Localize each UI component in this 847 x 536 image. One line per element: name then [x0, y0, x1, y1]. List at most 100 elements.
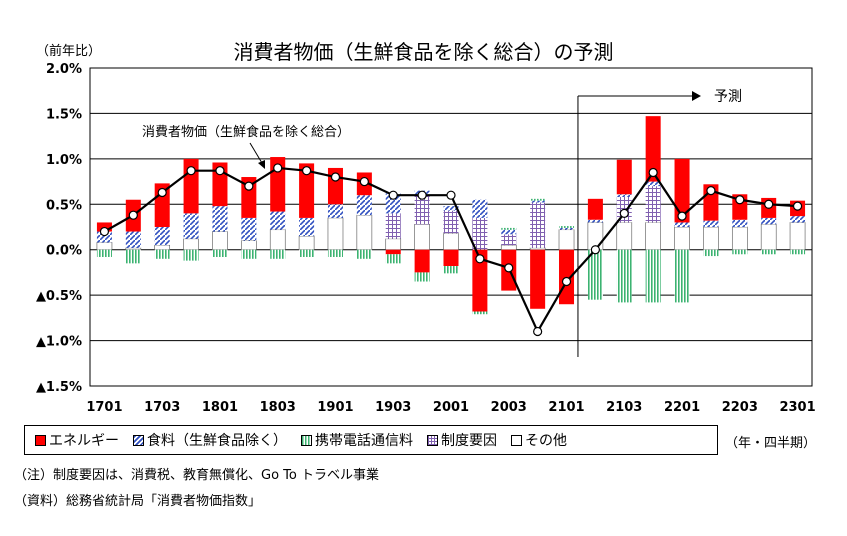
bar-segment [703, 220, 719, 227]
x-tick-label: 1803 [260, 400, 296, 415]
legend-item: 食料（生鮮食品除く） [133, 430, 287, 450]
bar-segment [385, 238, 402, 251]
bar-segment [183, 238, 199, 251]
bar-segment [241, 217, 257, 241]
legend-label: エネルギー [49, 433, 119, 449]
chart-plot: 2.0% 1.5% 1.0% 0.5% 0.0% ▲0.5% ▲1.0% ▲1.5% 1701 1… [36, 62, 816, 415]
cpi-point [417, 190, 427, 200]
y-tick-label: 1.0% [46, 153, 82, 168]
x-tick-label: 1801 [202, 400, 238, 415]
bar-segment [761, 249, 777, 255]
bar-segment [500, 244, 517, 251]
bar-segment [472, 249, 488, 312]
y-tick-label: ▲1.5% [36, 380, 82, 395]
cpi-point [446, 190, 456, 200]
bar-segment [125, 249, 141, 264]
bar-segment [616, 222, 633, 251]
cpi-point [677, 211, 687, 221]
bar-segment [703, 226, 719, 251]
bar-segment [269, 229, 286, 251]
bar-segment [645, 116, 661, 182]
bar-segment [414, 249, 430, 273]
cpi-point [504, 263, 514, 273]
bar-segment [732, 249, 748, 255]
bar-segment [241, 240, 257, 251]
legend-item: 制度要因 [427, 430, 497, 450]
x-tick-label: 2201 [664, 400, 700, 415]
x-tick-label: 2301 [779, 400, 815, 415]
bar-segment [616, 159, 632, 195]
bar-segment [559, 226, 575, 228]
bar-segment [472, 311, 488, 315]
bar-segment [154, 244, 171, 251]
cpi-point [244, 181, 254, 191]
y-tick-label: 0.0% [46, 244, 82, 259]
bar-segment [299, 249, 315, 257]
line-annotation-arrow [249, 142, 263, 164]
bar-segment [616, 194, 632, 198]
bar-segment [270, 211, 286, 230]
bar-segment [154, 249, 170, 259]
cpi-point [215, 166, 225, 176]
cpi-point [388, 190, 398, 200]
bar-segment [125, 247, 142, 251]
bar-segment [674, 222, 690, 227]
bar-segment [385, 193, 401, 214]
forecast-arrow-head [692, 91, 701, 101]
bar-segment [443, 266, 459, 274]
bar-segment [703, 249, 719, 257]
bar-segment [385, 213, 401, 239]
bar-segment [501, 229, 517, 235]
bar-segment [501, 234, 517, 246]
x-tick-label: 1901 [317, 400, 353, 415]
cpi-point [186, 166, 196, 176]
bar-segment [125, 231, 141, 248]
bar-segment [414, 223, 430, 251]
bar-segment [212, 206, 228, 232]
cpi-point [157, 187, 167, 198]
bar-segment [443, 206, 459, 211]
cpi-point [273, 163, 283, 173]
bar-segment [96, 231, 112, 243]
cpi-point [561, 276, 572, 287]
bar-segment [501, 227, 517, 230]
cpi-point [475, 254, 485, 264]
x-tick-label: 2001 [433, 400, 469, 415]
legend-item: エネルギー [35, 430, 119, 450]
y-tick-label: 2.0% [46, 62, 82, 77]
legend-swatch [511, 434, 522, 446]
cpi-point [706, 186, 716, 196]
bar-segment [299, 163, 315, 218]
x-tick-label: 1703 [144, 400, 180, 415]
bar-segment [645, 186, 661, 223]
bar-segment [241, 249, 257, 259]
bar-segment [414, 195, 430, 225]
bar-segment [790, 249, 806, 255]
bar-segment [472, 199, 488, 218]
bar-segment [530, 200, 546, 203]
legend-swatch [133, 434, 144, 446]
y-tick-label: ▲1.0% [36, 335, 82, 350]
bar-segment [790, 216, 806, 223]
bar-segment [674, 158, 690, 223]
bar-segment [327, 249, 343, 257]
bar-segment [530, 198, 546, 201]
x-tick-label: 1701 [86, 400, 122, 415]
bar-segment [530, 202, 546, 248]
bar-segment [645, 181, 661, 187]
x-tick-label: 2103 [606, 400, 642, 415]
bar-segment [645, 249, 661, 303]
bar-segment [674, 226, 690, 251]
x-tick-label: 1903 [375, 400, 411, 415]
bar-segment [96, 249, 112, 257]
bar-segment [443, 249, 459, 267]
bar-segment [356, 195, 372, 216]
x-tick-label: 2203 [722, 400, 758, 415]
chart-legend: エネルギー 食料（生鮮食品除く） 携帯電話通信料 制度要因 その他 [24, 425, 718, 455]
bar-segment [443, 210, 459, 234]
bar-segment [587, 198, 603, 220]
cpi-point [128, 210, 138, 220]
y-axis-unit: （前年比） [36, 44, 102, 59]
legend-label: その他 [525, 433, 567, 449]
bar-segment [270, 249, 286, 259]
